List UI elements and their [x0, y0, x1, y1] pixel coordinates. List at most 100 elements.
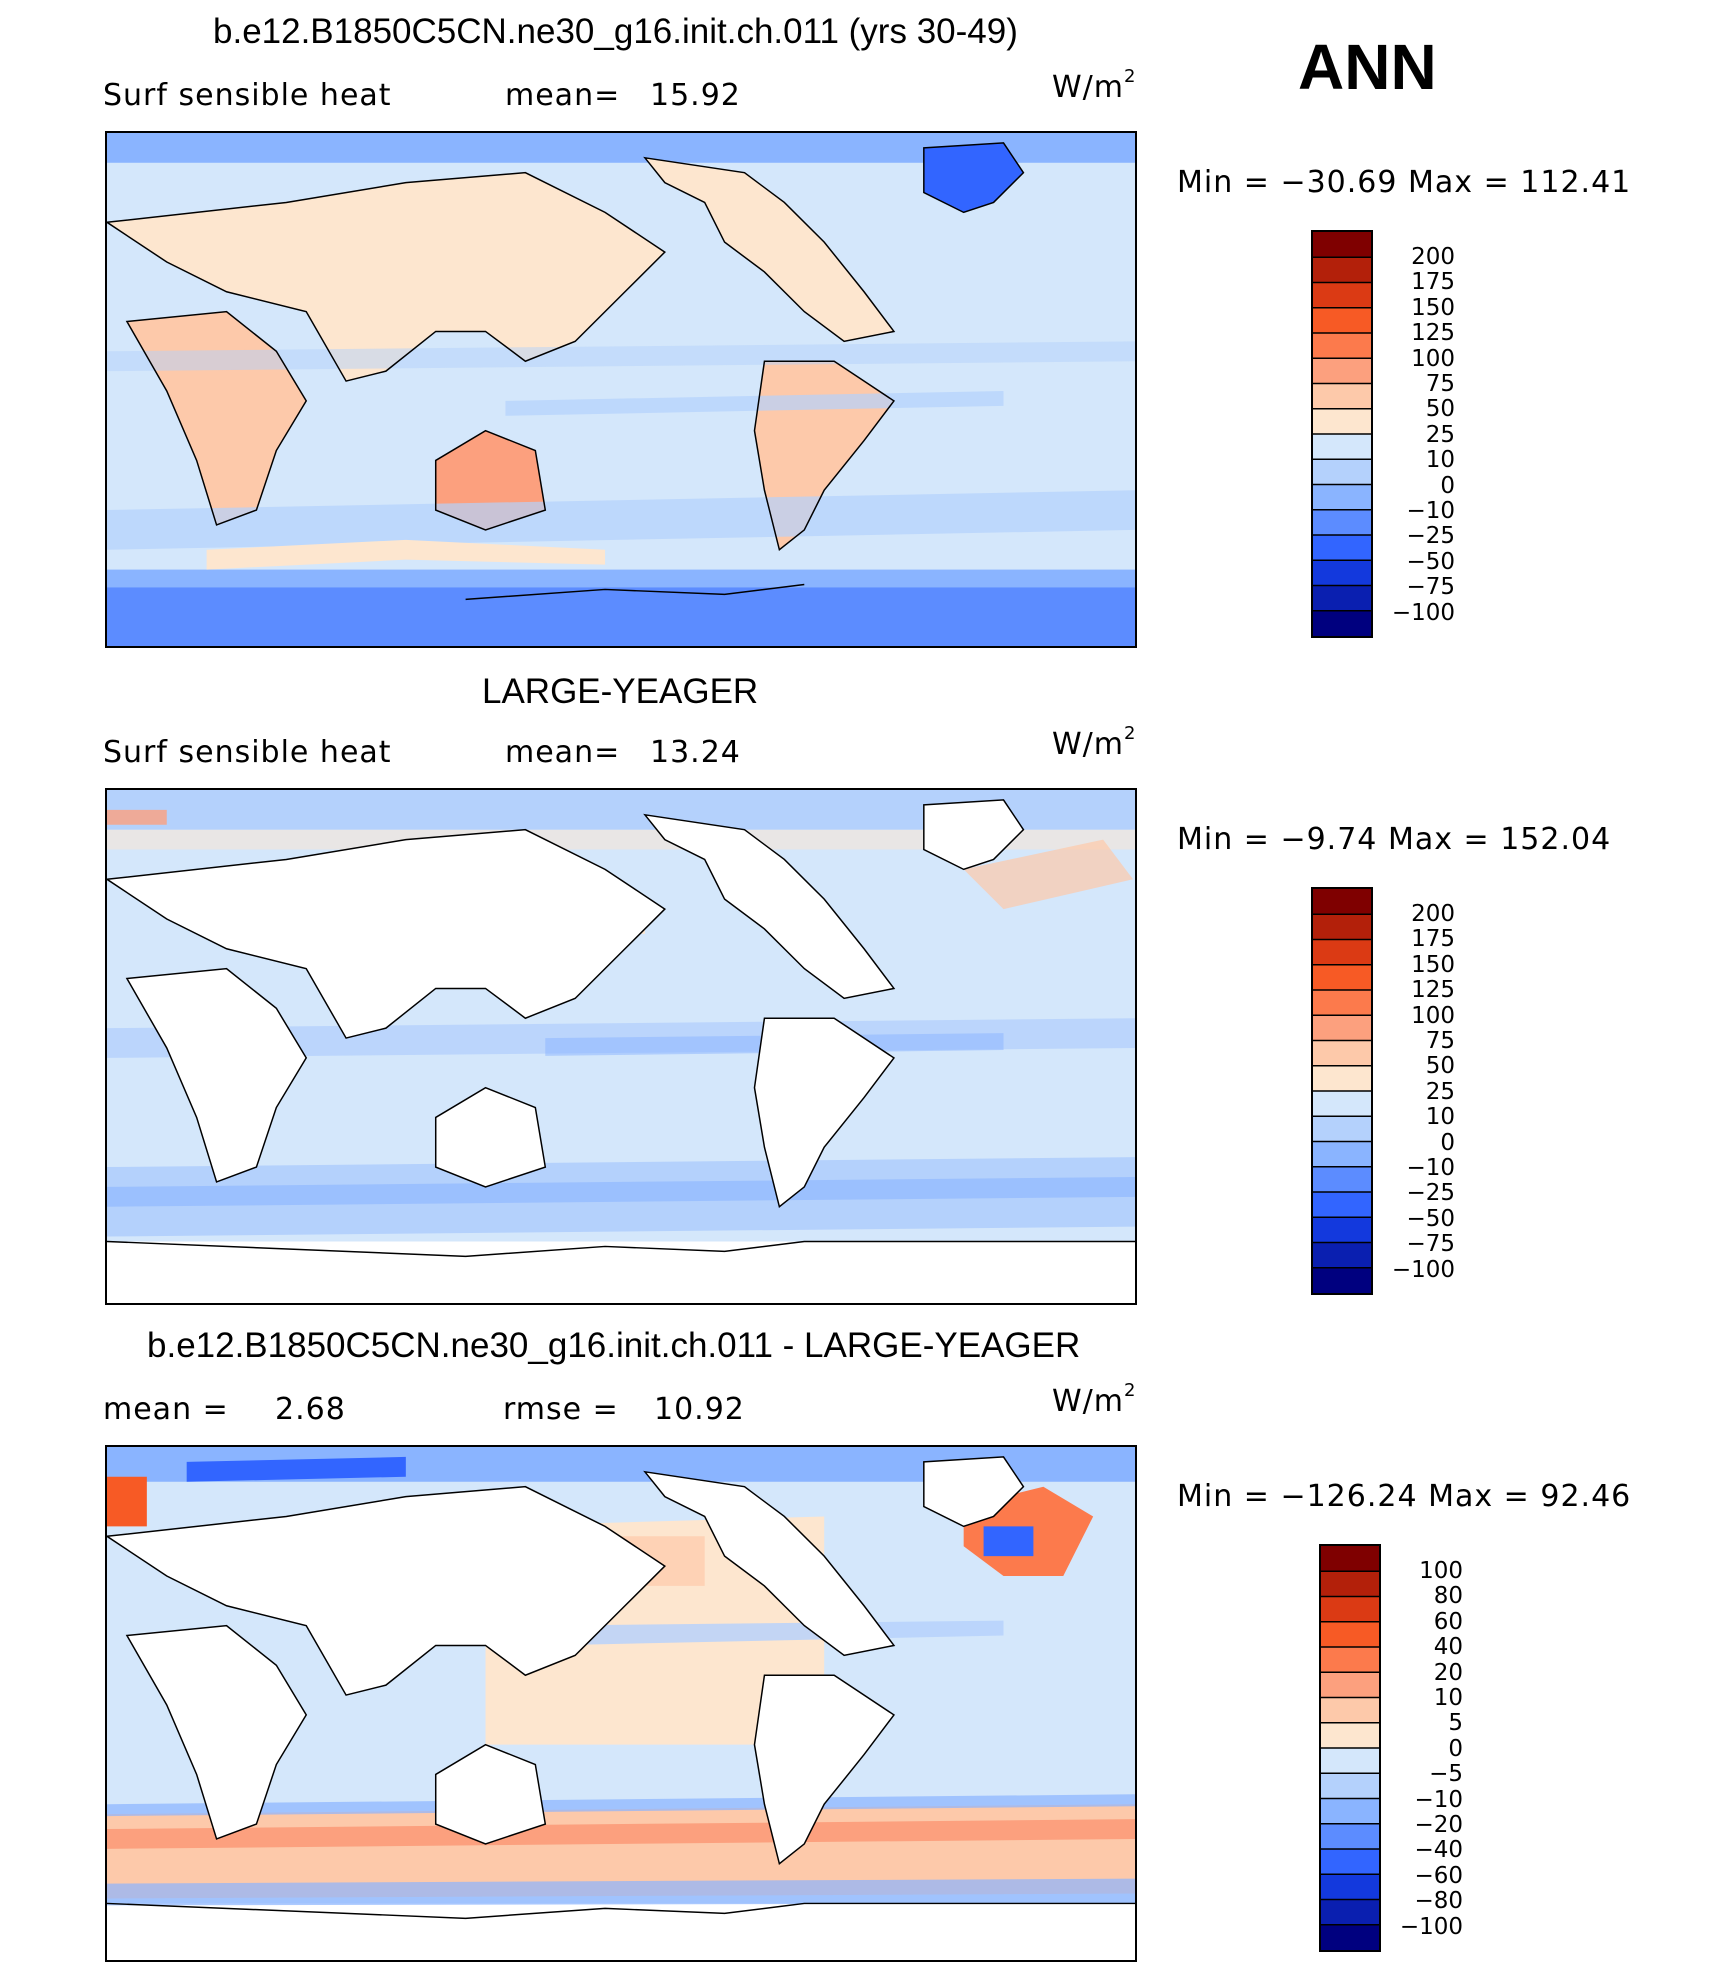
colorbar-swatch [1313, 964, 1371, 991]
colorbar-swatch [1321, 1672, 1379, 1698]
colorbar-swatch [1321, 1899, 1379, 1926]
colorbar-swatch [1313, 408, 1371, 435]
colorbar-tick-label: −10 [1406, 498, 1455, 525]
colorbar-swatch [1321, 1546, 1379, 1572]
panel-1-map [105, 131, 1137, 648]
panel-1-colorbar-ticks: 200 175 150 125 100 75 50 25 10 0 −10 −25 −50 −75 −100 [1385, 244, 1455, 626]
colorbar-swatch [1321, 1722, 1379, 1749]
colorbar-tick-label: 125 [1411, 977, 1455, 1004]
panel-1-mean-label: mean= [505, 78, 621, 113]
colorbar-tick-label: −60 [1414, 1862, 1463, 1889]
colorbar-swatch [1313, 232, 1371, 258]
colorbar-swatch [1313, 1192, 1371, 1218]
colorbar-tick-label: 80 [1433, 1583, 1463, 1610]
colorbar-tick-label: 20 [1433, 1659, 1463, 1686]
colorbar-swatch [1321, 1647, 1379, 1673]
colorbar-tick-label: 125 [1411, 320, 1455, 347]
panel-3-title: b.e12.B1850C5CN.ne30_g16.init.ch.011 - L… [147, 1326, 1081, 1365]
colorbar-tick-label: 25 [1425, 421, 1455, 448]
colorbar-swatch [1321, 1823, 1379, 1850]
panel-3-colorbar-ticks: 100 80 60 40 20 10 5 0 −5 −10 −20 −40 −60 −80 −100 [1393, 1558, 1463, 1940]
colorbar-swatch [1313, 1267, 1371, 1293]
colorbar-tick-label: −50 [1406, 548, 1455, 575]
colorbar-swatch [1313, 535, 1371, 561]
panel-1-variable-label: Surf sensible heat [103, 78, 392, 113]
colorbar-tick-label: 100 [1419, 1558, 1463, 1584]
colorbar-swatch [1313, 509, 1371, 536]
colorbar-tick-label: 50 [1425, 396, 1455, 423]
colorbar-swatch [1321, 1874, 1379, 1900]
colorbar-tick-label: −75 [1406, 574, 1455, 601]
colorbar-swatch [1313, 1091, 1371, 1117]
colorbar-tick-label: −100 [1391, 599, 1455, 626]
panel-3-mean-value: 2.68 [275, 1392, 346, 1427]
colorbar-swatch [1313, 1065, 1371, 1092]
colorbar-swatch [1313, 939, 1371, 966]
panel-2-mean-value: 13.24 [650, 735, 741, 770]
panel-3-rmse-label: rmse = [503, 1392, 619, 1427]
colorbar-tick-label: −80 [1414, 1888, 1463, 1915]
colorbar-swatch [1321, 1748, 1379, 1774]
colorbar-swatch [1313, 459, 1371, 485]
panel-2-min-label: Min = −9.74 Max = 152.04 [1177, 822, 1612, 857]
panel-2-map [105, 788, 1137, 1305]
colorbar-swatch [1321, 1924, 1379, 1950]
colorbar-tick-label: 175 [1411, 269, 1455, 296]
panel-1-units: W/m2 [1052, 66, 1137, 105]
colorbar-swatch [1321, 1571, 1379, 1597]
colorbar-swatch [1321, 1773, 1379, 1799]
colorbar-tick-label: −40 [1414, 1837, 1463, 1864]
colorbar-tick-label: 0 [1440, 472, 1455, 499]
colorbar-tick-label: −5 [1429, 1761, 1463, 1788]
colorbar-swatch [1313, 585, 1371, 612]
colorbar-swatch [1313, 1141, 1371, 1168]
season-label: ANN [1298, 31, 1437, 103]
panel-2-mean-label: mean= [505, 735, 621, 770]
colorbar-swatch [1313, 914, 1371, 940]
colorbar-tick-label: 50 [1425, 1053, 1455, 1080]
colorbar-swatch [1321, 1596, 1379, 1623]
panel-2-title: LARGE-YEAGER [482, 672, 759, 711]
colorbar-tick-label: 25 [1425, 1078, 1455, 1105]
colorbar-tick-label: 75 [1425, 371, 1455, 398]
panel-2-colorbar-ticks: 200 175 150 125 100 75 50 25 10 0 −10 −25 −50 −75 −100 [1385, 901, 1455, 1283]
colorbar-swatch [1321, 1849, 1379, 1875]
colorbar-tick-label: −20 [1414, 1812, 1463, 1839]
panel-3-mean-label: mean = [103, 1392, 229, 1427]
colorbar-tick-label: −25 [1406, 1180, 1455, 1207]
colorbar-tick-label: −100 [1391, 1256, 1455, 1283]
panel-2-units: W/m2 [1052, 723, 1137, 762]
colorbar-tick-label: 150 [1411, 294, 1455, 321]
colorbar-tick-label: 100 [1411, 1002, 1455, 1029]
colorbar-tick-label: −25 [1406, 523, 1455, 550]
colorbar-swatch [1313, 257, 1371, 283]
colorbar-swatch [1313, 1040, 1371, 1067]
colorbar-tick-label: 150 [1411, 951, 1455, 978]
colorbar-swatch [1313, 484, 1371, 511]
colorbar-tick-label: 175 [1411, 926, 1455, 953]
colorbar-swatch [1313, 610, 1371, 636]
colorbar-swatch [1313, 1116, 1371, 1142]
panel-1-title: b.e12.B1850C5CN.ne30_g16.init.ch.011 (yr… [213, 12, 1018, 51]
colorbar-swatch [1321, 1697, 1379, 1724]
colorbar-tick-label: 200 [1411, 244, 1455, 270]
colorbar-swatch [1313, 282, 1371, 309]
colorbar-tick-label: 100 [1411, 345, 1455, 372]
colorbar-swatch [1313, 1242, 1371, 1269]
colorbar-swatch [1313, 1217, 1371, 1243]
colorbar-tick-label: 40 [1433, 1634, 1463, 1661]
colorbar-tick-label: 5 [1448, 1710, 1463, 1737]
colorbar-tick-label: 0 [1448, 1735, 1463, 1762]
colorbar-tick-label: −100 [1399, 1913, 1463, 1940]
panel-1-mean-value: 15.92 [650, 78, 741, 113]
colorbar-swatch [1321, 1621, 1379, 1648]
colorbar-swatch [1313, 1015, 1371, 1041]
panel-1-colorbar [1311, 230, 1373, 638]
colorbar-tick-label: −10 [1414, 1786, 1463, 1813]
panel-3-colorbar [1319, 1544, 1381, 1952]
colorbar-tick-label: −50 [1406, 1205, 1455, 1232]
colorbar-tick-label: −75 [1406, 1231, 1455, 1258]
colorbar-swatch [1313, 307, 1371, 334]
colorbar-swatch [1313, 434, 1371, 460]
colorbar-swatch [1321, 1798, 1379, 1825]
